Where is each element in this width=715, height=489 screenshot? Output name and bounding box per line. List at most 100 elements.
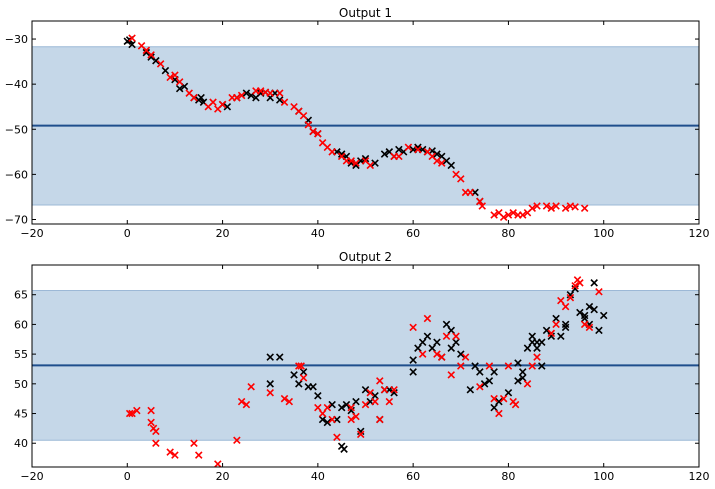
data-point-red — [328, 148, 336, 156]
data-point-black — [314, 391, 322, 400]
data-point-red — [404, 143, 413, 152]
data-point-red — [299, 111, 308, 120]
data-point-black — [514, 359, 522, 367]
data-point-black — [538, 338, 546, 347]
data-point-red — [542, 202, 551, 210]
data-point-red — [156, 60, 165, 68]
data-point-red — [528, 362, 537, 370]
data-point-red — [385, 397, 394, 406]
data-point-red — [528, 204, 537, 212]
data-point-black — [371, 391, 379, 400]
data-point-red — [490, 211, 498, 219]
data-point-red — [461, 353, 470, 361]
data-point-red — [171, 451, 179, 459]
data-point-black — [197, 93, 205, 102]
x-tick-label: 60 — [406, 470, 420, 483]
data-point-red — [533, 353, 541, 361]
data-point-red — [380, 385, 389, 394]
data-point-black — [323, 418, 332, 427]
y-tick-label: 45 — [14, 408, 28, 421]
data-point-black — [533, 344, 541, 352]
data-point-black — [418, 338, 427, 347]
data-point-red — [490, 394, 498, 403]
data-point-black — [433, 338, 441, 347]
data-point-black — [576, 308, 584, 317]
data-point-red — [237, 397, 246, 406]
data-point-red — [395, 152, 403, 161]
data-point-black — [290, 371, 298, 379]
data-point-red — [280, 98, 289, 106]
data-point-black — [356, 427, 365, 436]
data-point-red — [209, 98, 217, 106]
data-point-black — [223, 102, 232, 111]
x-tick-label: 60 — [406, 227, 420, 240]
data-point-red — [561, 204, 570, 212]
data-point-black — [361, 154, 370, 163]
data-point-red — [361, 400, 370, 409]
data-point-black — [552, 314, 560, 323]
data-point-red — [214, 460, 222, 467]
data-point-red — [218, 100, 227, 109]
data-point-red — [533, 202, 541, 210]
data-point-red — [585, 323, 594, 332]
data-point-red — [152, 427, 160, 436]
data-point-black — [518, 374, 527, 382]
data-point-red — [285, 397, 294, 406]
data-point-black — [371, 159, 379, 167]
data-point-black — [518, 368, 527, 376]
data-point-black — [428, 344, 436, 352]
data-point-red — [242, 400, 251, 409]
data-point-red — [476, 383, 484, 391]
data-point-black — [504, 388, 513, 397]
data-point-black — [409, 368, 417, 376]
data-point-red — [423, 314, 432, 323]
data-point-red — [309, 127, 317, 136]
data-point-red — [552, 202, 560, 210]
data-point-black — [585, 302, 594, 311]
data-point-black — [514, 377, 522, 385]
data-point-black — [161, 66, 170, 75]
data-point-red — [509, 208, 517, 217]
data-point-red — [247, 383, 255, 391]
data-point-black — [442, 320, 451, 329]
data-point-red — [328, 415, 336, 424]
data-point-red — [376, 377, 384, 385]
x-tick-label: −20 — [20, 227, 43, 240]
data-point-black — [457, 350, 465, 358]
data-point-black — [485, 377, 494, 385]
data-point-red — [547, 204, 556, 212]
data-point-black — [542, 326, 551, 335]
x-tick-label: 120 — [689, 227, 710, 240]
data-point-black — [547, 332, 556, 341]
data-point-black — [580, 311, 589, 320]
chart-title-output-2: Output 2 — [339, 250, 392, 264]
data-point-red — [418, 350, 427, 358]
data-point-red — [318, 409, 327, 418]
data-point-black — [340, 445, 348, 453]
data-point-black — [318, 415, 327, 424]
data-point-red — [511, 400, 520, 409]
x-tick-label: 100 — [593, 470, 614, 483]
data-point-red — [266, 388, 274, 397]
data-point-black — [580, 314, 589, 323]
data-point-red — [347, 415, 355, 424]
data-point-red — [552, 320, 560, 329]
y-tick-label: 60 — [14, 318, 28, 331]
data-point-red — [352, 159, 360, 167]
data-point-red — [147, 418, 155, 427]
data-point-red — [566, 293, 575, 302]
panel-output-2: Output 2 −20 0 20 40 60 80 100 120 40 45 50 55 60 65 — [14, 250, 710, 483]
data-point-red — [433, 350, 441, 358]
data-point-black — [423, 332, 432, 341]
data-point-red — [571, 282, 579, 290]
data-point-red — [390, 385, 398, 394]
data-point-red — [447, 371, 456, 379]
data-point-red — [304, 120, 313, 129]
data-point-red — [466, 188, 475, 197]
data-point-black — [242, 89, 251, 97]
data-point-black — [147, 53, 155, 61]
data-point-red — [125, 409, 134, 418]
data-point-red — [266, 89, 274, 97]
y-tick-label: −30 — [5, 33, 28, 46]
